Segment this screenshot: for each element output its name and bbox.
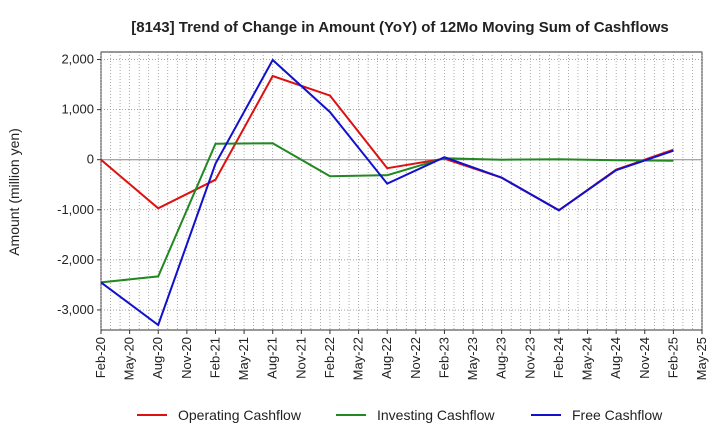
x-tick-label: Aug-22 xyxy=(379,337,394,379)
x-axis: Feb-20 May-20 Aug-20 Nov-20 Feb-21 May-21 Aug-… xyxy=(93,330,709,380)
x-tick-label: Feb-24 xyxy=(551,337,566,378)
y-tick-label: -3,000 xyxy=(57,302,94,317)
x-tick-label: Aug-21 xyxy=(265,337,280,379)
x-tick-label: Aug-23 xyxy=(494,337,509,379)
series-lines xyxy=(100,58,674,327)
x-tick-label: Aug-20 xyxy=(150,337,165,379)
legend-label-operating-cashflow: Operating Cashflow xyxy=(178,407,302,423)
x-tick-label: Nov-24 xyxy=(637,337,652,379)
x-tick-label: Nov-21 xyxy=(293,337,308,379)
x-tick-label: Nov-20 xyxy=(179,337,194,379)
x-tick-label: Nov-23 xyxy=(522,337,537,379)
x-tick-label: May-25 xyxy=(694,337,709,380)
chart-title: [8143] Trend of Change in Amount (YoY) o… xyxy=(131,19,669,36)
x-tick-label: May-20 xyxy=(122,337,137,380)
x-tick-label: May-22 xyxy=(351,337,366,380)
y-tick-label: 0 xyxy=(87,152,94,167)
plot-area xyxy=(100,51,703,331)
y-axis: 2,000 1,000 0 -1,000 -2,000 -3,000 xyxy=(57,52,101,317)
y-tick-label: 1,000 xyxy=(61,102,94,117)
series-line-free-cashflow xyxy=(100,58,674,327)
x-tick-label: Nov-22 xyxy=(408,337,423,379)
x-tick-label: Feb-20 xyxy=(93,337,108,378)
y-axis-label: Amount (million yen) xyxy=(6,128,22,256)
series-line-investing-cashflow xyxy=(100,142,674,284)
y-tick-label: -1,000 xyxy=(57,202,94,217)
x-tick-label: May-23 xyxy=(465,337,480,380)
y-tick-label: 2,000 xyxy=(61,52,94,67)
y-tick-label: -2,000 xyxy=(57,252,94,267)
x-tick-label: Feb-23 xyxy=(436,337,451,378)
legend-label-investing-cashflow: Investing Cashflow xyxy=(377,407,495,423)
grid xyxy=(100,52,703,330)
x-tick-label: May-21 xyxy=(236,337,251,380)
x-tick-label: Feb-21 xyxy=(207,337,222,378)
legend: Operating Cashflow Investing Cashflow Free… xyxy=(137,407,663,423)
legend-label-free-cashflow: Free Cashflow xyxy=(572,407,663,423)
x-tick-label: Aug-24 xyxy=(608,337,623,379)
x-tick-label: Feb-25 xyxy=(665,337,680,378)
x-tick-label: May-24 xyxy=(580,337,595,380)
x-tick-label: Feb-22 xyxy=(322,337,337,378)
